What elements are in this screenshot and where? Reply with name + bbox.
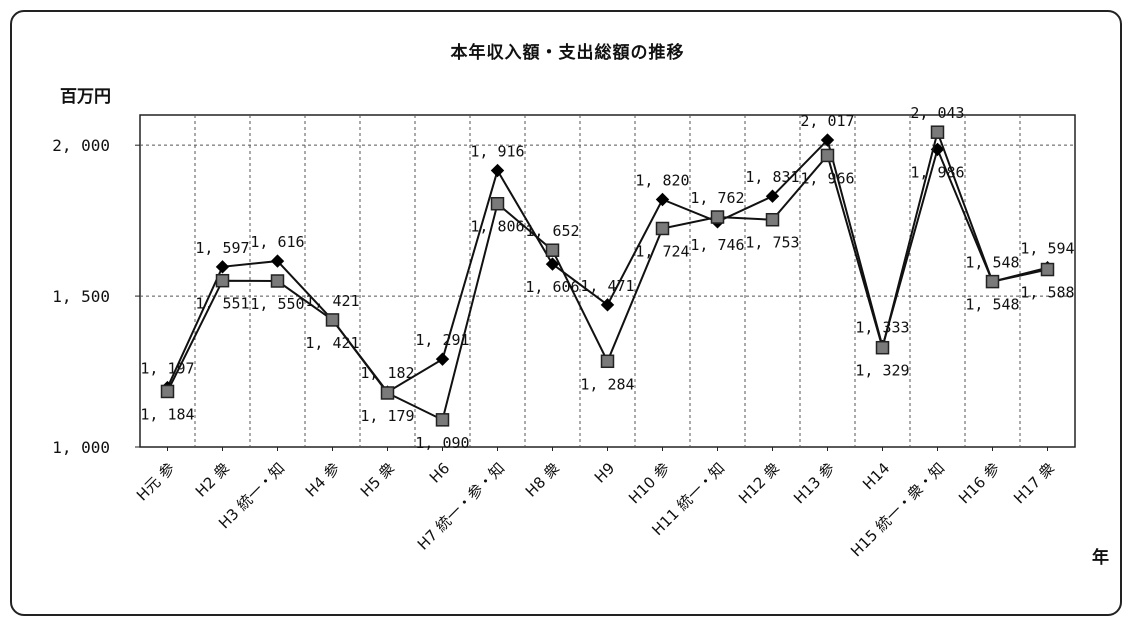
series-1-point [545, 257, 560, 271]
data-label-series-1: 1, 197 [140, 360, 194, 378]
series-2-point [270, 274, 285, 288]
data-label-series-2: 1, 806 [470, 218, 524, 236]
x-tick-label: H15 統一・衆・知 [847, 459, 948, 560]
data-label-series-1: 1, 916 [470, 143, 524, 161]
data-label-series-1: 1, 594 [1020, 240, 1074, 258]
x-tick-label: H10 参 [625, 459, 673, 507]
series-2-point [325, 313, 340, 327]
data-label-series-2: 1, 329 [855, 362, 909, 380]
series-2-point [215, 273, 230, 288]
series-2-point [930, 125, 945, 139]
chart-title: 本年収入額・支出総額の推移 [450, 43, 685, 63]
data-label-series-1: 1, 471 [580, 277, 634, 295]
x-tick-label: H4 参 [302, 459, 343, 500]
data-label-series-1: 1, 597 [195, 239, 249, 257]
series-1-point [655, 192, 670, 207]
data-label-series-2: 2, 043 [910, 104, 964, 122]
x-tick-label: H12 衆 [735, 459, 783, 507]
series-2-point [820, 148, 835, 163]
data-label-series-1: 1, 548 [965, 254, 1019, 272]
series-2-point [710, 210, 725, 224]
x-tick-label: H6 [426, 459, 453, 486]
series-2-point [1040, 262, 1055, 277]
data-label-series-2: 1, 284 [580, 375, 634, 393]
x-tick-label: H8 衆 [522, 459, 563, 500]
series-1-point [435, 352, 450, 366]
x-axis-label: 年 [1092, 548, 1109, 568]
data-label-series-2: 1, 966 [800, 169, 854, 187]
series-1-point [215, 260, 230, 274]
x-tick-label: H9 [591, 459, 618, 486]
data-label-series-2: 1, 421 [305, 334, 359, 352]
data-label-series-1: 1, 606 [525, 278, 579, 296]
data-label-series-2: 1, 551 [195, 295, 249, 313]
data-label-series-1: 1, 616 [250, 233, 304, 251]
data-label-series-2: 1, 184 [140, 405, 194, 423]
series-2-point [490, 196, 505, 211]
series-2-point [875, 340, 890, 355]
data-label-series-1: 1, 820 [635, 172, 689, 190]
x-tick-label: H5 衆 [357, 459, 398, 500]
y-tick-label: 1, 000 [52, 438, 110, 457]
x-tick-label: H14 [859, 459, 893, 493]
series-2-point [380, 386, 395, 400]
series-2-point [160, 384, 175, 399]
series-1-point [820, 133, 835, 147]
series-2-point [765, 212, 780, 227]
data-label-series-1: 1, 986 [910, 163, 964, 181]
data-label-series-2: 1, 753 [745, 234, 799, 252]
series-1-point [270, 254, 285, 268]
y-axis-unit-label: 百万円 [60, 87, 111, 107]
data-label-series-1: 1, 291 [415, 331, 469, 349]
data-label-series-2: 1, 724 [635, 242, 689, 260]
x-tick-label: H17 衆 [1010, 459, 1058, 507]
data-label-series-2: 1, 550 [250, 295, 304, 313]
data-label-series-1: 1, 421 [305, 292, 359, 310]
data-label-series-2: 1, 090 [415, 434, 469, 452]
series-2-point [545, 243, 560, 257]
series-1-point [490, 163, 505, 178]
data-label-series-1: 1, 831 [745, 168, 799, 186]
x-tick-label: H13 参 [790, 459, 838, 507]
data-label-series-1: 2, 017 [800, 112, 854, 130]
series-2-point [655, 221, 670, 236]
x-tick-label: H元 参 [133, 459, 178, 504]
data-label-series-1: 1, 182 [360, 364, 414, 382]
series-2-point [600, 354, 615, 369]
series-1-point [765, 189, 780, 203]
series-2-point [985, 274, 1000, 289]
y-tick-label: 1, 500 [52, 287, 110, 306]
series-1-point [600, 298, 615, 312]
series-2-point [435, 413, 450, 427]
data-label-series-2: 1, 652 [525, 222, 579, 240]
data-label-series-2: 1, 762 [690, 189, 744, 207]
y-tick-label: 2, 000 [52, 136, 110, 155]
x-tick-label: H16 参 [955, 459, 1003, 507]
data-label-series-1: 1, 746 [690, 236, 744, 254]
data-label-series-2: 1, 588 [1020, 284, 1074, 302]
data-label-series-2: 1, 548 [965, 296, 1019, 314]
data-label-series-1: 1, 333 [855, 318, 909, 336]
x-tick-label: H2 衆 [192, 459, 233, 500]
data-label-series-2: 1, 179 [360, 407, 414, 425]
